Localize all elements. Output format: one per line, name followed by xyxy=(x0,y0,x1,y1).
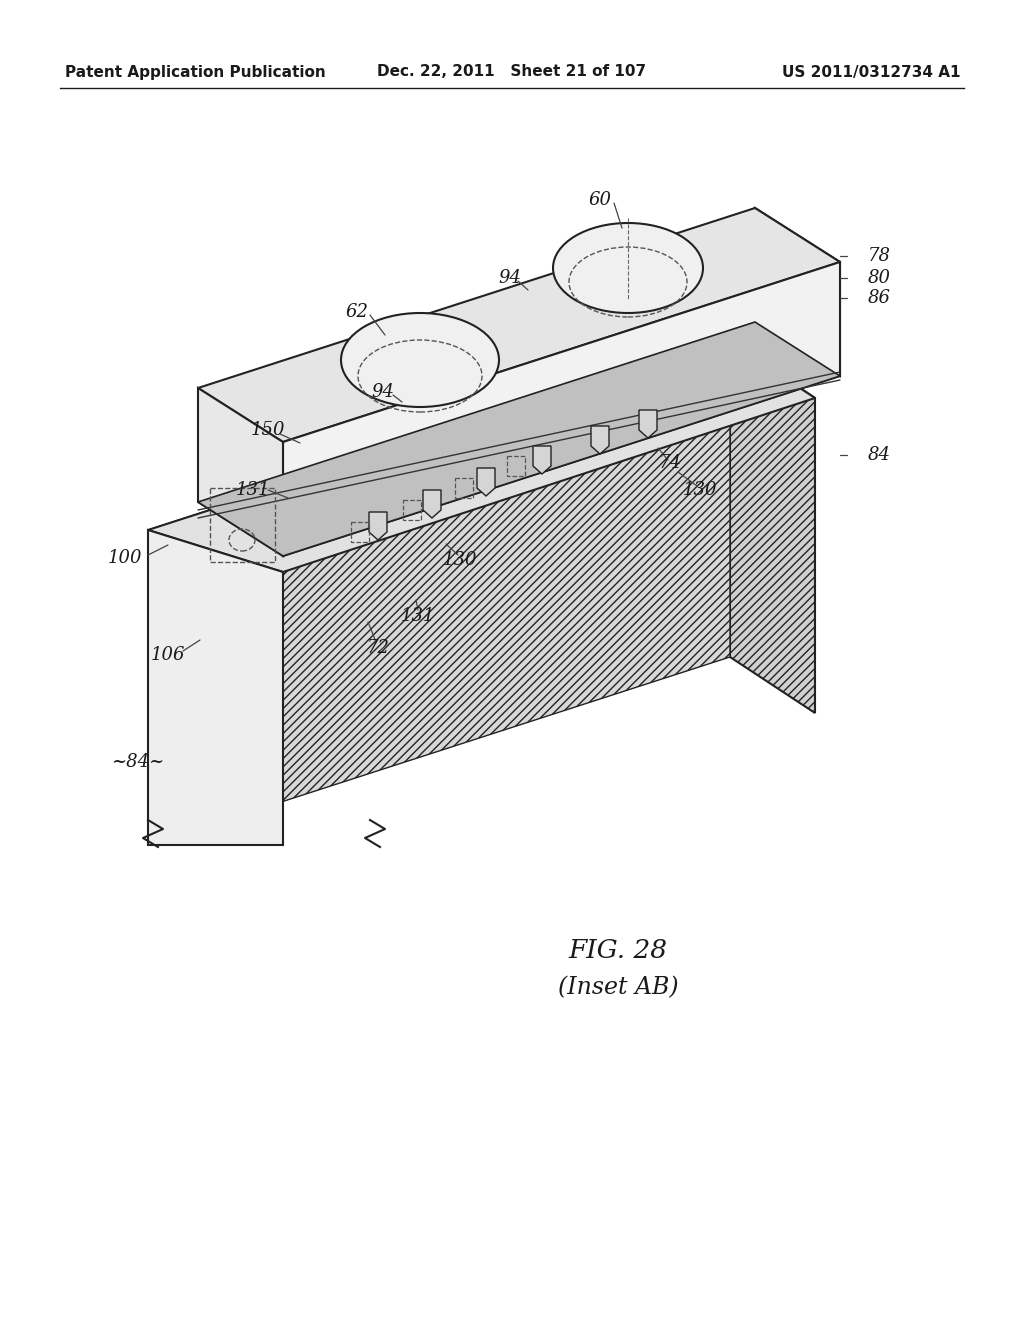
Polygon shape xyxy=(369,512,387,540)
Text: 150: 150 xyxy=(251,421,286,440)
Text: 130: 130 xyxy=(442,550,477,569)
Text: 100: 100 xyxy=(108,549,142,568)
Text: 94: 94 xyxy=(499,269,521,286)
Polygon shape xyxy=(148,531,283,845)
Ellipse shape xyxy=(553,223,703,313)
Polygon shape xyxy=(730,342,815,713)
Polygon shape xyxy=(423,490,441,517)
Text: 106: 106 xyxy=(151,645,185,664)
Text: FIG. 28: FIG. 28 xyxy=(568,937,668,962)
Text: 131: 131 xyxy=(236,480,270,499)
Polygon shape xyxy=(477,469,495,496)
Text: 80: 80 xyxy=(868,269,891,286)
Text: ~84~: ~84~ xyxy=(112,752,165,771)
Text: 78: 78 xyxy=(868,247,891,265)
Polygon shape xyxy=(283,261,840,556)
Ellipse shape xyxy=(341,313,499,407)
Text: 72: 72 xyxy=(367,639,389,657)
Text: 131: 131 xyxy=(400,607,435,624)
Polygon shape xyxy=(198,388,283,556)
Text: (Inset AB): (Inset AB) xyxy=(558,977,678,999)
Text: 62: 62 xyxy=(345,304,369,321)
Polygon shape xyxy=(148,342,815,572)
Polygon shape xyxy=(755,209,840,376)
Text: 74: 74 xyxy=(658,454,682,473)
Text: 86: 86 xyxy=(868,289,891,308)
Text: US 2011/0312734 A1: US 2011/0312734 A1 xyxy=(781,65,961,79)
Text: Dec. 22, 2011   Sheet 21 of 107: Dec. 22, 2011 Sheet 21 of 107 xyxy=(378,65,646,79)
Text: 130: 130 xyxy=(683,480,717,499)
Text: 94: 94 xyxy=(372,383,394,401)
Polygon shape xyxy=(198,322,840,556)
Text: 84: 84 xyxy=(868,446,891,465)
Polygon shape xyxy=(639,411,657,438)
Text: 60: 60 xyxy=(589,191,611,209)
Polygon shape xyxy=(534,446,551,474)
Polygon shape xyxy=(591,426,609,454)
Polygon shape xyxy=(198,209,840,442)
Polygon shape xyxy=(148,342,730,845)
Text: Patent Application Publication: Patent Application Publication xyxy=(65,65,326,79)
